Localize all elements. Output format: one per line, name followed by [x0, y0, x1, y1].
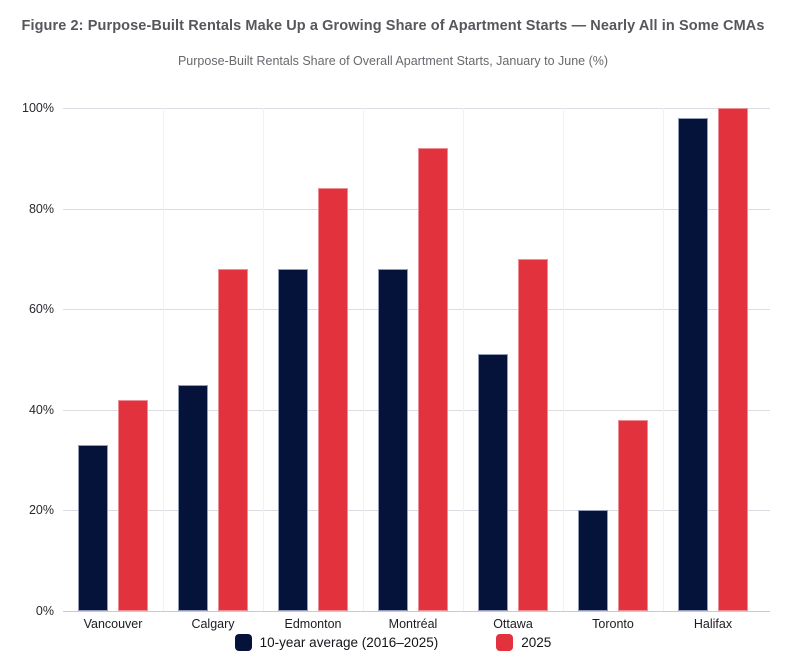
- y-axis-tick-label: 80%: [28, 201, 54, 216]
- category-boundary-gridline: [163, 108, 164, 611]
- bar-10yr-avg-edmonton: [278, 268, 308, 611]
- bar-2025-edmonton: [318, 188, 348, 611]
- y-axis-tick-label: 60%: [28, 302, 54, 317]
- category-boundary-gridline: [563, 108, 564, 611]
- gridline-80pct: [63, 208, 770, 210]
- y-axis-tick-label: 0%: [35, 604, 54, 618]
- legend-item-10-year-average: 10-year average (2016–2025): [234, 634, 439, 651]
- gridline-20pct: [63, 510, 770, 512]
- bar-10yr-avg-ottawa: [478, 354, 508, 611]
- gridline-40pct: [63, 409, 770, 411]
- bar-2025-toronto: [618, 419, 648, 611]
- bar-10yr-avg-calgary: [178, 384, 208, 611]
- legend-swatch-10-year-average: [234, 634, 252, 651]
- bar-2025-montreal: [418, 148, 448, 611]
- x-axis-category-label: Vancouver: [83, 617, 143, 631]
- x-axis-category-label: Montréal: [388, 617, 438, 631]
- bar-2025-ottawa: [518, 258, 548, 611]
- category-boundary-gridline: [363, 108, 364, 611]
- legend-label-10-year-average: 10-year average (2016–2025): [259, 635, 439, 650]
- bar-2025-calgary: [218, 268, 248, 611]
- x-axis-category-label: Edmonton: [284, 617, 342, 631]
- bar-10yr-avg-toronto: [578, 510, 608, 611]
- category-boundary-gridline: [663, 108, 664, 611]
- y-axis-tick-label: 20%: [28, 503, 54, 518]
- legend-label-2025: 2025: [521, 635, 552, 650]
- bar-10yr-avg-halifax: [678, 118, 708, 611]
- gridline-60pct: [63, 309, 770, 311]
- bar-2025-halifax: [718, 108, 748, 611]
- figure-title: Figure 2: Purpose-Built Rentals Make Up …: [21, 18, 765, 34]
- y-axis-tick-label: 100%: [22, 101, 54, 115]
- gridline-0pct: [63, 611, 770, 612]
- bar-2025-vancouver: [118, 399, 148, 611]
- category-boundary-gridline: [463, 108, 464, 611]
- legend-item-2025: 2025: [496, 634, 551, 651]
- x-axis-category-label: Calgary: [191, 617, 235, 631]
- x-axis-category-label: Ottawa: [493, 617, 533, 631]
- category-boundary-gridline: [263, 108, 264, 611]
- x-axis-category-label: Halifax: [693, 617, 733, 631]
- y-axis-tick-label: 40%: [28, 402, 54, 417]
- legend-swatch-2025: [496, 634, 514, 651]
- figure-subtitle: Purpose-Built Rentals Share of Overall A…: [177, 54, 609, 68]
- x-axis-category-label: Toronto: [592, 617, 634, 631]
- bar-10yr-avg-vancouver: [78, 445, 108, 611]
- legend: 10-year average (2016–2025) 2025: [0, 634, 786, 651]
- bar-10yr-avg-montreal: [378, 268, 408, 611]
- gridline-100pct: [63, 108, 770, 109]
